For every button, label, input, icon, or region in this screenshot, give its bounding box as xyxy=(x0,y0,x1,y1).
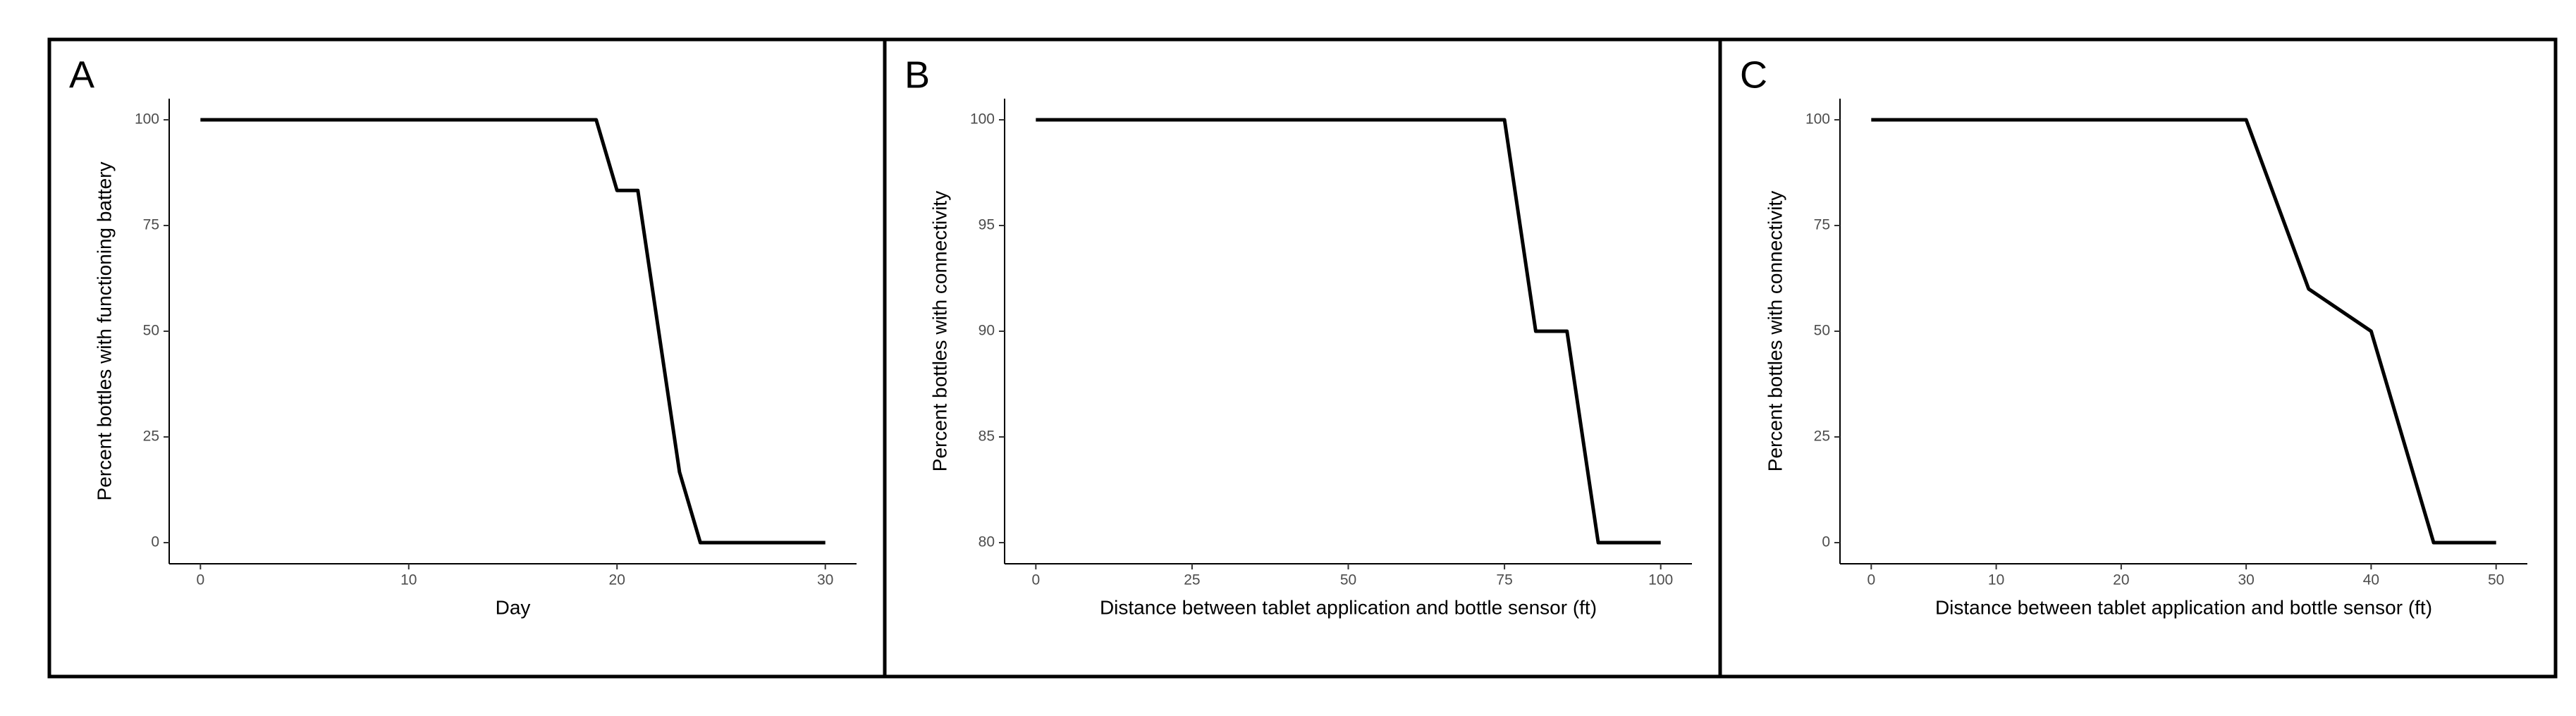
y-axis-label: Percent bottles with connectivity xyxy=(928,191,950,471)
y-axis-label: Percent bottles with connectivity xyxy=(1764,191,1786,471)
x-tick-label: 30 xyxy=(2238,572,2254,588)
y-tick-label: 0 xyxy=(1822,534,1830,550)
y-tick-label: 90 xyxy=(979,323,995,339)
x-axis-label: Day xyxy=(496,596,531,618)
x-tick-label: 100 xyxy=(1648,572,1673,588)
x-tick-label: 75 xyxy=(1496,572,1512,588)
x-tick-label: 25 xyxy=(1184,572,1200,588)
y-tick-label: 100 xyxy=(1805,111,1830,128)
x-tick-label: 10 xyxy=(1988,572,2004,588)
line xyxy=(200,118,826,545)
y-tick-label: 100 xyxy=(135,111,159,128)
y-tick-label: 80 xyxy=(979,534,995,550)
x-tick-label: 0 xyxy=(1867,572,1875,588)
panel-label: B xyxy=(904,54,930,96)
y-tick-label: 85 xyxy=(979,428,995,445)
panel-label: A xyxy=(69,54,94,96)
y-axis-label: Percent bottles with functioning battery xyxy=(93,162,115,501)
y-tick-label: 75 xyxy=(1814,217,1830,233)
x-tick-label: 0 xyxy=(1031,572,1040,588)
frame xyxy=(47,37,2558,679)
x-axis-label: Distance between tablet application and … xyxy=(1935,596,2432,618)
panel-label: C xyxy=(1740,54,1767,96)
y-tick-label: 100 xyxy=(970,111,995,128)
y-tick-label: 95 xyxy=(979,217,995,233)
x-tick-label: 50 xyxy=(2488,572,2504,588)
x-axis-label: Distance between tablet application and … xyxy=(1100,596,1597,618)
y-tick-label: 75 xyxy=(143,217,159,233)
x-tick-label: 20 xyxy=(609,572,625,588)
y-tick-label: 50 xyxy=(1814,323,1830,339)
line xyxy=(1036,118,1661,545)
x-tick-label: 20 xyxy=(2113,572,2129,588)
y-tick-label: 50 xyxy=(143,323,159,339)
y-tick-label: 0 xyxy=(151,534,159,550)
x-tick-label: 30 xyxy=(817,572,833,588)
x-tick-label: 10 xyxy=(400,572,417,588)
y-tick-label: 25 xyxy=(1814,428,1830,445)
x-tick-label: 40 xyxy=(2363,572,2379,588)
y-tick-label: 25 xyxy=(143,428,159,445)
x-tick-label: 50 xyxy=(1340,572,1356,588)
x-tick-label: 0 xyxy=(196,572,204,588)
line xyxy=(1871,118,2496,545)
